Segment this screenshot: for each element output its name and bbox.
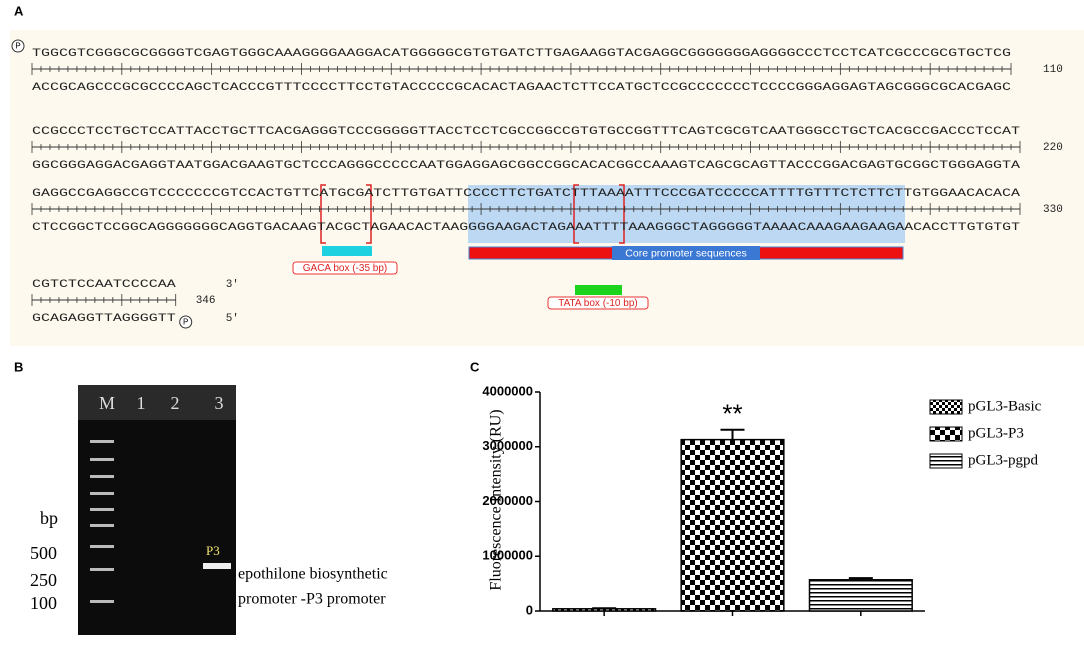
position: 330 xyxy=(1043,204,1063,216)
y-tick-label: 1000000 xyxy=(482,548,533,563)
error-bar xyxy=(848,577,873,580)
sequence-top: GAGGCCGAGGCCGTCCCCCCCGTCCACTGTTCATGCGATC… xyxy=(32,188,1021,200)
sequence-bottom: CTCCGGCTCCGGCAGGGGGGGCAGGTGACAAGTACGCTAG… xyxy=(32,222,1021,234)
ruler-ticks xyxy=(31,294,177,306)
brackets xyxy=(320,184,625,244)
gel-labels: M 1 2 3 bp 500 250 100 P3 epothilone biosynthetic… xyxy=(30,393,388,613)
gel-body xyxy=(78,420,236,635)
phosphate-label: P xyxy=(183,318,188,327)
error-bar xyxy=(592,607,617,610)
strand-end: 3' xyxy=(226,279,239,291)
label-box xyxy=(547,296,649,310)
size-label: 500 xyxy=(30,543,57,563)
lane-label: 3 xyxy=(215,393,224,413)
legend-label: pGL3-pgpd xyxy=(968,452,1038,468)
size-label: 250 xyxy=(30,570,57,590)
sequence-bottom: GCAGAGGTTAGGGGTT xyxy=(32,313,176,325)
lane-label: 1 xyxy=(137,393,146,413)
tata-label: TATA box (-10 bp) xyxy=(558,298,637,309)
strand-end: 5' xyxy=(226,313,239,325)
significance: ** xyxy=(722,399,742,429)
ruler-ticks xyxy=(31,141,1021,153)
legend-label: pGL3-P3 xyxy=(968,425,1024,441)
sequence-bottom: GGCGGGAGGACGAGGTAATGGACGAAGTGCTCCCAGGGCC… xyxy=(32,160,1021,172)
error-bar xyxy=(720,428,745,440)
gaca-bar xyxy=(322,246,372,256)
position: 110 xyxy=(1043,64,1063,76)
legend-swatch xyxy=(929,399,963,415)
legend-swatch xyxy=(929,453,963,469)
position: 220 xyxy=(1043,142,1063,154)
size-label: 100 xyxy=(30,593,57,613)
sequence-top: CGTCTCCAATCCCCAA xyxy=(32,279,176,291)
panel-label: A xyxy=(14,3,24,18)
y-axis-label: Fluorescence Intensity (RU) xyxy=(488,409,505,590)
caption: promoter -P3 promoter xyxy=(238,591,386,608)
y-tick-label: 3000000 xyxy=(482,438,533,453)
ruler-ticks xyxy=(31,63,1012,75)
phosphate xyxy=(179,315,193,329)
sequence-bottom: ACCGCAGCCCGCGCCCCAGCTCACCCGTTTCCCCTTCCTG… xyxy=(32,82,1012,94)
p3-band xyxy=(203,563,231,569)
unit-label: bp xyxy=(40,508,58,528)
y-tick-label: 2000000 xyxy=(482,493,533,508)
bar xyxy=(808,579,913,612)
position: 346 xyxy=(196,295,216,307)
bar xyxy=(680,438,785,612)
core-label: Core promoter sequences xyxy=(625,247,746,259)
seq-layer: TGGCGTCGGGCGCGGGGTCGAGTGGGCAAAGGGGAAGGAC… xyxy=(11,39,1063,329)
tata-bar xyxy=(575,285,622,295)
ruler-ticks xyxy=(31,203,1021,215)
legend-label: pGL3-Basic xyxy=(968,398,1042,414)
phosphate xyxy=(11,39,25,53)
band-label: P3 xyxy=(206,543,220,558)
core-highlight xyxy=(468,185,905,243)
legend-swatch xyxy=(929,426,963,442)
sequence-top: TGGCGTCGGGCGCGGGGTCGAGTGGGCAAAGGGGAAGGAC… xyxy=(32,48,1011,60)
caption: epothilone biosynthetic xyxy=(238,566,388,583)
label-box xyxy=(292,261,398,275)
ladder xyxy=(90,440,114,603)
y-tick-label: 4000000 xyxy=(482,383,533,398)
y-tick-label: 0 xyxy=(526,602,533,617)
phosphate-label: P xyxy=(15,42,20,51)
lane-label: 2 xyxy=(171,393,180,413)
gaca-label: GACA box (-35 bp) xyxy=(303,263,387,274)
bar-chart: 0 1000000 2000000 3000000 4000000 Fluorescenc… xyxy=(482,383,1041,617)
sequence-top: CCGCCCTCCTGCTCCATTACCTGCTTCACGAGGGTCCCGG… xyxy=(32,126,1021,138)
label-box xyxy=(612,246,760,260)
panel-label: B xyxy=(14,359,23,374)
lane-label: M xyxy=(99,393,115,413)
panel-label: C xyxy=(470,359,480,374)
